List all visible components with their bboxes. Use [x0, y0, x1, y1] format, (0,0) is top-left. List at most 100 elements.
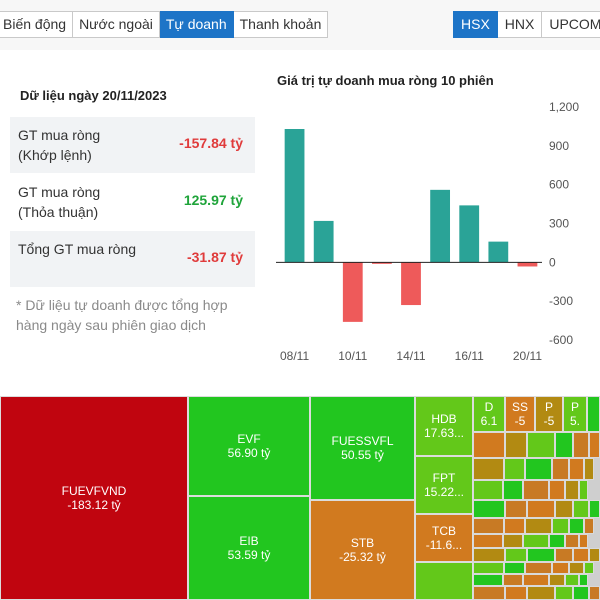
treemap-small-cell[interactable]: [525, 562, 552, 574]
treemap-small-cell[interactable]: [552, 518, 569, 534]
ticker: EIB: [239, 534, 259, 548]
ticker: SS: [511, 400, 528, 414]
treemap-small-cell[interactable]: [525, 458, 552, 480]
treemap-small-cell[interactable]: [505, 548, 527, 562]
value: -11.6...: [425, 538, 463, 552]
treemap-small-cell[interactable]: [555, 500, 573, 518]
treemap-small-cell[interactable]: [523, 480, 549, 500]
treemap-small-cell[interactable]: [473, 534, 503, 548]
treemap-small-cell[interactable]: [505, 586, 527, 600]
treemap-small-cell[interactable]: [589, 500, 600, 518]
treemap-small-cell[interactable]: [573, 500, 589, 518]
treemap-small-cell[interactable]: [527, 500, 555, 518]
treemap-small-cell[interactable]: [569, 518, 584, 534]
tab-thanh-khoan[interactable]: Thanh khoản: [233, 11, 329, 38]
treemap-small-cell[interactable]: [573, 548, 589, 562]
treemap-small-cell[interactable]: [503, 480, 523, 500]
treemap-small-cell[interactable]: [555, 432, 573, 458]
treemap-small-cell[interactable]: [573, 432, 589, 458]
treemap-small-cell[interactable]: [473, 480, 503, 500]
treemap-small-cell[interactable]: [473, 562, 504, 574]
treemap-small-cell[interactable]: [584, 518, 594, 534]
treemap-small-cell[interactable]: [473, 432, 505, 458]
treemap-small-cell[interactable]: [527, 548, 555, 562]
treemap-small-cell[interactable]: [473, 574, 503, 586]
treemap-small-cell[interactable]: [525, 518, 552, 534]
treemap-small-cell[interactable]: [579, 574, 588, 586]
treemap-cell[interactable]: P -5: [535, 396, 563, 432]
chart-title: Giá trị tự doanh mua ròng 10 phiên: [277, 73, 494, 88]
treemap-cell[interactable]: D 6.1: [473, 396, 505, 432]
data-date-title: Dữ liệu ngày 20/11/2023: [20, 88, 167, 103]
bar-13/11[interactable]: [371, 262, 392, 264]
treemap-cell[interactable]: EVF 56.90 tỷ: [188, 396, 310, 496]
treemap-small-cell[interactable]: [503, 534, 523, 548]
bar-10/11[interactable]: [342, 262, 363, 322]
y-tick-label: 0: [549, 255, 556, 269]
treemap-small-cell[interactable]: [552, 562, 569, 574]
treemap-small-cell[interactable]: [523, 574, 549, 586]
x-tick-label: 10/11: [338, 349, 367, 363]
bar-15/11[interactable]: [430, 189, 451, 263]
treemap-cell[interactable]: FUEVFVND -183.12 tỷ: [0, 396, 188, 600]
treemap-small-cell[interactable]: [584, 562, 594, 574]
treemap-small-cell[interactable]: [569, 562, 584, 574]
treemap-small-cell[interactable]: [565, 574, 579, 586]
tab-hnx[interactable]: HNX: [497, 11, 543, 38]
treemap-cell[interactable]: EIB 53.59 tỷ: [188, 496, 310, 600]
treemap-cell[interactable]: TCB -11.6...: [415, 514, 473, 562]
treemap-small-cell[interactable]: [589, 432, 600, 458]
treemap-small-cell[interactable]: [473, 548, 505, 562]
treemap-small-cell[interactable]: [504, 562, 525, 574]
treemap-small-cell[interactable]: [579, 534, 588, 548]
treemap-small-cell[interactable]: [552, 458, 569, 480]
treemap-small-cell[interactable]: [573, 586, 589, 600]
treemap-small-cell[interactable]: [555, 586, 573, 600]
treemap-small-cell[interactable]: [505, 432, 527, 458]
treemap-cell[interactable]: FPT 15.22...: [415, 456, 473, 514]
bar-08/11[interactable]: [284, 129, 305, 263]
bar-14/11[interactable]: [401, 262, 421, 306]
bar-09/11[interactable]: [313, 220, 334, 263]
ticker: EVF: [237, 432, 261, 446]
treemap-small-cell[interactable]: [473, 458, 504, 480]
treemap-small-cell[interactable]: [473, 518, 504, 534]
treemap-small-cell[interactable]: [565, 480, 579, 500]
treemap-cell[interactable]: [587, 396, 600, 432]
treemap-cell[interactable]: STB -25.32 tỷ: [310, 500, 415, 600]
treemap-small-cell[interactable]: [565, 534, 579, 548]
tab-upcom[interactable]: UPCOM: [542, 11, 600, 38]
value: 6.1: [480, 414, 498, 428]
treemap-small-cell[interactable]: [527, 586, 555, 600]
tab-bien-dong[interactable]: Biến động: [0, 11, 74, 38]
treemap-small-cell[interactable]: [503, 574, 523, 586]
treemap-small-cell[interactable]: [504, 518, 525, 534]
tab-nuoc-ngoai[interactable]: Nước ngoài: [73, 11, 160, 38]
treemap-small-cell[interactable]: [584, 458, 594, 480]
treemap-cell[interactable]: SS -5: [505, 396, 535, 432]
tab-tu-doanh[interactable]: Tự doanh: [159, 11, 234, 38]
treemap-small-cell[interactable]: [504, 458, 525, 480]
treemap-cell[interactable]: FUESSVFL 50.55 tỷ: [310, 396, 415, 500]
treemap-small-cell[interactable]: [505, 500, 527, 518]
treemap-small-cell[interactable]: [569, 458, 584, 480]
treemap-small-cell[interactable]: [473, 586, 505, 600]
treemap-cell[interactable]: HDB 17.63...: [415, 396, 473, 456]
treemap-small-cell[interactable]: [523, 534, 549, 548]
treemap-small-cell[interactable]: [549, 534, 565, 548]
treemap-small-cell[interactable]: [555, 548, 573, 562]
treemap-small-cell[interactable]: [527, 432, 555, 458]
bar-17/11[interactable]: [488, 241, 509, 263]
treemap-small-cell[interactable]: [549, 574, 565, 586]
treemap-small-cell[interactable]: [579, 480, 588, 500]
treemap-small-cell[interactable]: [549, 480, 565, 500]
treemap-small-cell[interactable]: [589, 586, 600, 600]
value: 15.22...: [423, 485, 465, 499]
tab-hsx[interactable]: HSX: [453, 11, 498, 38]
bar-16/11[interactable]: [459, 205, 480, 263]
treemap-small-cell[interactable]: [473, 500, 505, 518]
treemap-cell[interactable]: [415, 562, 473, 600]
bar-20/11[interactable]: [517, 262, 538, 267]
treemap-small-cell[interactable]: [589, 548, 600, 562]
treemap-cell[interactable]: P 5.: [563, 396, 587, 432]
